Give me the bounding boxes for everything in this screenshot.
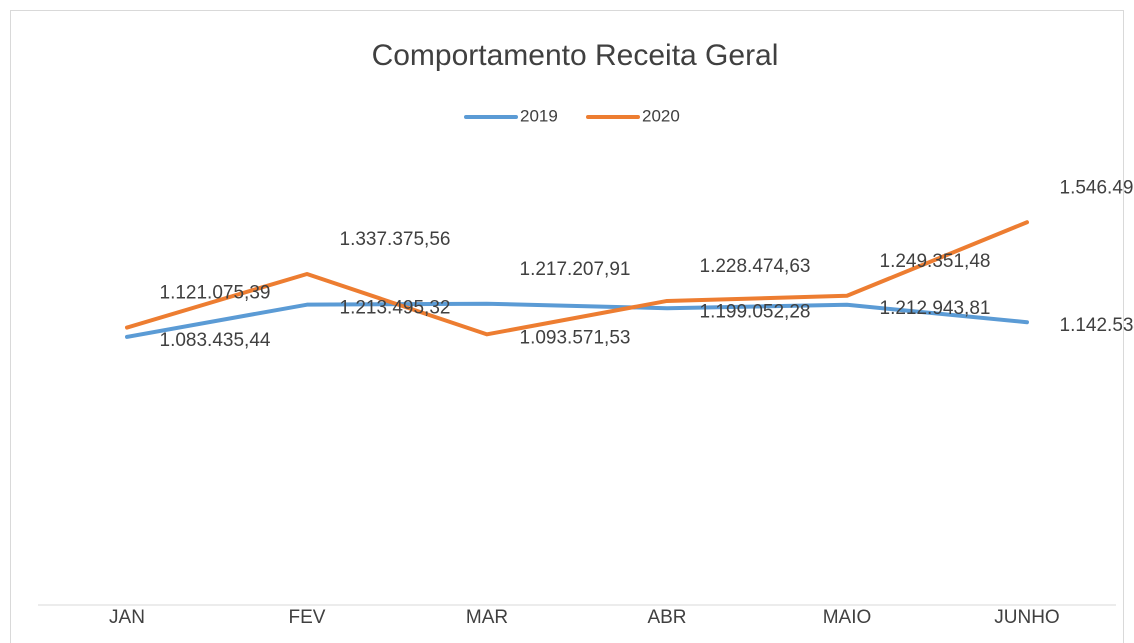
chart-frame: [10, 10, 1124, 643]
data-label: 1.083.435,44: [160, 330, 271, 351]
series-line: [125, 301, 1029, 339]
data-label: 1.213.495,32: [340, 298, 451, 319]
chart-title: Comportamento Receita Geral: [372, 39, 779, 72]
data-label: 1.093.571,53: [520, 327, 631, 348]
x-tick-label: MAR: [466, 607, 508, 628]
data-label: 1.121.075,39: [160, 283, 271, 304]
data-label: 1.199.052,28: [700, 301, 811, 322]
x-tick-label: JAN: [109, 607, 145, 628]
x-tick-label: MAIO: [823, 607, 872, 628]
series-line: [125, 220, 1029, 337]
data-label: 1.212.943,81: [880, 298, 991, 319]
legend-label: 2020: [642, 106, 680, 125]
x-tick-label: JUNHO: [994, 607, 1059, 628]
data-label: 1.228.474,63: [700, 256, 811, 277]
data-label: 1.217.207,91: [520, 259, 631, 280]
data-label: 1.142.534,45: [1060, 315, 1134, 336]
data-label: 1.249.351,48: [880, 251, 991, 272]
legend-label: 2019: [520, 106, 558, 125]
x-tick-label: FEV: [289, 607, 326, 628]
x-tick-label: ABR: [647, 607, 686, 628]
data-label: 1.337.375,56: [340, 229, 451, 250]
data-label: 1.546.498,41: [1060, 177, 1134, 198]
